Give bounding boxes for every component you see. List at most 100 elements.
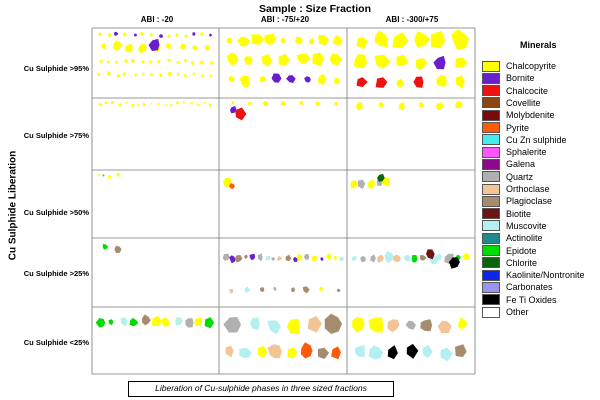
particle (176, 100, 180, 105)
legend-label: Kaolinite/Nontronite (506, 270, 585, 281)
particle (157, 102, 160, 106)
legend-item: Molybdenite (482, 109, 555, 121)
legend-item: Orthoclase (482, 183, 550, 195)
particle (134, 73, 138, 77)
particle (108, 175, 112, 179)
legend-label: Galena (506, 159, 536, 170)
particle (387, 345, 398, 360)
particle (418, 102, 425, 108)
particle (280, 101, 286, 106)
particle (142, 102, 146, 107)
particle (228, 289, 234, 294)
particle (229, 255, 236, 264)
particle (97, 173, 101, 177)
particle (167, 58, 171, 62)
particle (149, 59, 152, 64)
particle (326, 254, 332, 259)
legend-item: Quartz (482, 171, 533, 183)
particle (356, 36, 368, 50)
particle (415, 58, 428, 71)
legend-swatch (482, 281, 500, 293)
legend-swatch (482, 269, 500, 281)
particle (125, 101, 128, 104)
legend-swatch (482, 97, 500, 109)
particle (396, 54, 409, 67)
particle (183, 59, 187, 63)
particle (180, 43, 187, 50)
particle (420, 319, 433, 332)
particle (204, 44, 210, 51)
legend-label: Bornite (506, 73, 535, 84)
particle (208, 103, 213, 107)
particle (294, 36, 303, 45)
particle (433, 55, 446, 70)
particle (351, 255, 357, 262)
particle (95, 318, 106, 328)
particle (243, 56, 253, 66)
particle (377, 254, 384, 263)
particle (374, 30, 388, 48)
legend-label: Actinolite (506, 233, 543, 244)
particle (165, 104, 167, 107)
particle (176, 60, 180, 65)
particle (228, 75, 235, 83)
particle (141, 60, 145, 64)
particle (138, 43, 147, 54)
particle (249, 253, 256, 261)
particle (300, 342, 313, 359)
legend-item: Epidote (482, 245, 537, 257)
particle (291, 287, 296, 293)
particle (360, 256, 366, 263)
particle (192, 32, 196, 36)
particle (167, 33, 171, 39)
particle (304, 254, 310, 260)
particle (200, 74, 204, 77)
particle (302, 286, 310, 294)
particle (286, 75, 296, 84)
legend-swatch (482, 220, 500, 232)
particle (368, 345, 384, 360)
particle (280, 37, 286, 44)
particle (434, 254, 442, 262)
page-title: Sample : Size Fraction (258, 3, 372, 15)
particle (320, 257, 324, 261)
particle (192, 45, 198, 51)
particle (368, 317, 384, 333)
legend-label: Muscovite (506, 220, 547, 231)
legend-swatch (482, 306, 500, 318)
particle (259, 75, 267, 83)
particle (234, 255, 243, 263)
particle (462, 253, 470, 261)
particle (414, 31, 431, 48)
legend-item: Cu Zn sulphide (482, 134, 567, 146)
caption-box (128, 381, 394, 397)
legend-item: Biotite (482, 208, 531, 220)
legend-label: Molybdenite (506, 110, 555, 121)
legend-item: Kaolinite/Nontronite (482, 269, 585, 281)
legend-label: Fe Ti Oxides (506, 294, 557, 305)
particle (97, 72, 101, 77)
particle (352, 317, 365, 333)
caption: Liberation of Cu-sulphide phases in thre… (155, 383, 367, 393)
legend-label: Sphalerite (506, 147, 547, 158)
particle (183, 73, 188, 78)
particle (419, 255, 427, 261)
particle (426, 249, 435, 260)
particle (106, 71, 111, 76)
particle (353, 54, 367, 69)
particle (307, 316, 322, 333)
particle (251, 34, 265, 45)
particle (98, 102, 102, 106)
particle (200, 32, 204, 36)
particle (190, 101, 194, 105)
particle (257, 345, 268, 359)
legend-swatch (482, 183, 500, 195)
particle (436, 75, 447, 87)
legend-swatch (482, 245, 500, 256)
particle (235, 107, 247, 121)
legend-label: Covellite (506, 97, 541, 108)
row-label-gt25: Cu Sulphide >25% (23, 269, 89, 278)
column-header-size-minus-20: ABI : -20 (140, 15, 174, 24)
column-header-size-75-20: ABI : -75/+20 (260, 15, 310, 24)
particle (457, 317, 468, 330)
